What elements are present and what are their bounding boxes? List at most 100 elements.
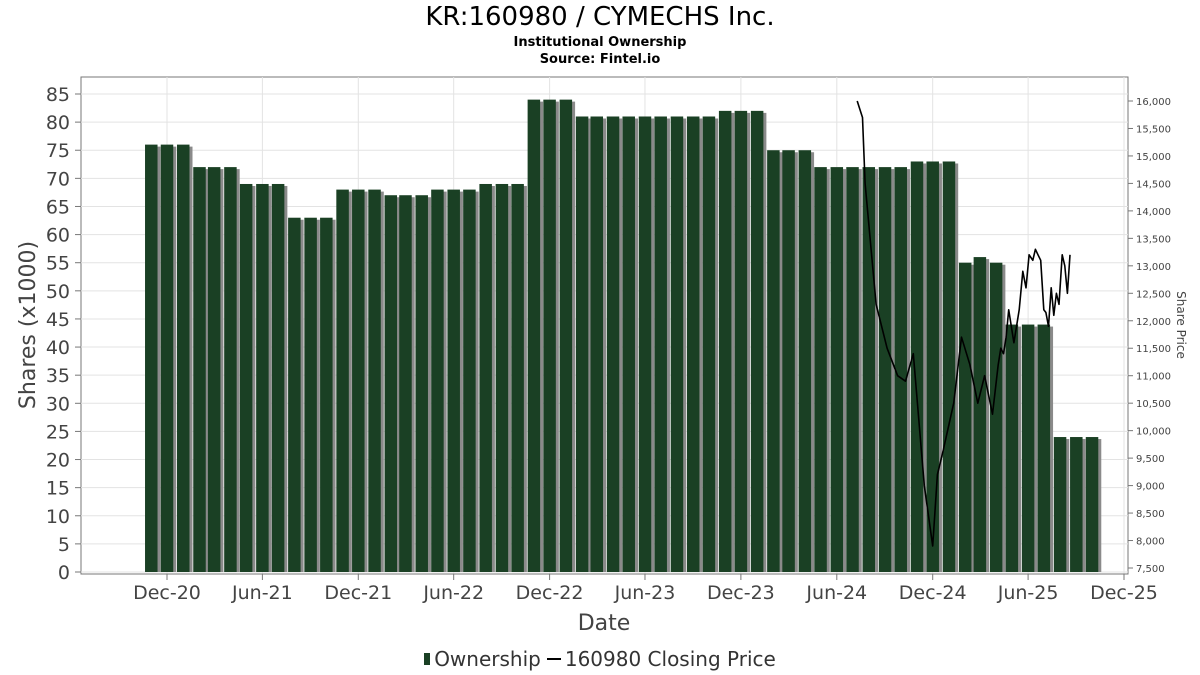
- bar: [399, 195, 412, 573]
- bar: [239, 183, 253, 572]
- x-tick-label: Jun-23: [614, 582, 676, 604]
- x-tick-label: Dec-23: [707, 582, 775, 604]
- y-tick-label: 60: [46, 225, 70, 247]
- y2-tick-label: 13,000: [1136, 262, 1171, 273]
- y2-tick-label: 8,000: [1136, 537, 1165, 548]
- bar: [256, 183, 269, 572]
- bar: [894, 167, 907, 572]
- price-line-series: [856, 100, 1071, 547]
- bar: [511, 183, 524, 572]
- bar: [368, 189, 381, 572]
- y2-tick-label: 14,000: [1136, 207, 1171, 218]
- bar: [527, 99, 541, 572]
- y2-tick-label: 16,000: [1136, 97, 1171, 108]
- y2-tick-label: 9,000: [1136, 482, 1165, 493]
- y2-tick-label: 13,500: [1136, 234, 1171, 245]
- bar: [638, 116, 652, 573]
- y2-tick-label: 8,500: [1136, 509, 1165, 520]
- y2-tick-label: 11,500: [1136, 344, 1171, 355]
- bar: [702, 116, 716, 573]
- bar: [543, 99, 556, 572]
- bar: [431, 189, 444, 572]
- bar: [559, 99, 573, 572]
- bar: [415, 195, 428, 573]
- y2-axis-label: Share Price: [1174, 291, 1188, 359]
- y2-tick-label: 10,000: [1136, 427, 1171, 438]
- x-axis-label: Date: [578, 611, 631, 636]
- bar: [718, 110, 732, 572]
- bar: [336, 189, 349, 572]
- bar: [734, 110, 748, 572]
- y-tick-label: 5: [58, 534, 70, 556]
- bar: [193, 167, 206, 572]
- y-tick-label: 0: [58, 562, 70, 584]
- bar: [878, 167, 892, 572]
- bar: [176, 144, 190, 573]
- y-tick-label: 70: [46, 168, 70, 190]
- y2-tick-label: 15,000: [1136, 152, 1171, 163]
- y-tick-label: 35: [46, 365, 70, 387]
- y-tick-label: 10: [46, 506, 70, 528]
- x-tick-label: Dec-25: [1090, 582, 1158, 604]
- legend: Ownership 160980 Closing Price: [0, 647, 1200, 671]
- bar: [447, 189, 460, 572]
- x-tick-label: Jun-22: [422, 582, 484, 604]
- y-tick-label: 25: [46, 421, 70, 443]
- y-tick-label: 30: [46, 393, 70, 415]
- bar: [750, 110, 764, 572]
- bar: [1005, 324, 1019, 572]
- y-tick-label: 80: [46, 112, 70, 134]
- bar: [798, 150, 812, 572]
- y2-tick-label: 14,500: [1136, 179, 1171, 190]
- bar: [1070, 437, 1083, 572]
- bar: [814, 167, 827, 572]
- bar: [160, 144, 174, 573]
- bar: [145, 144, 158, 573]
- x-tick-label: Dec-22: [516, 582, 584, 604]
- bar: [590, 116, 604, 573]
- y2-tick-label: 15,500: [1136, 124, 1171, 135]
- bar: [973, 257, 987, 572]
- y-axis-label: Shares (x1000): [16, 241, 41, 409]
- bar: [288, 217, 301, 572]
- y-tick-label: 15: [46, 478, 70, 500]
- y2-tick-label: 12,000: [1136, 317, 1171, 328]
- y2-tick-label: 9,500: [1136, 454, 1165, 465]
- y2-tick-label: 11,000: [1136, 372, 1171, 383]
- bar: [686, 116, 700, 573]
- legend-label-price: 160980 Closing Price: [564, 647, 776, 671]
- x-tick-label: Jun-24: [805, 582, 867, 604]
- y-tick-label: 50: [46, 281, 70, 303]
- bar: [320, 217, 333, 572]
- price-line: [856, 100, 1071, 547]
- y-tick-label: 75: [46, 140, 70, 162]
- bar: [304, 217, 317, 572]
- bar: [862, 167, 876, 572]
- bar: [207, 167, 221, 572]
- bar: [479, 183, 492, 572]
- chart-source: Source: Fintel.io: [539, 52, 661, 67]
- legend-swatch-price: [546, 658, 561, 660]
- y-tick-label: 55: [46, 253, 70, 275]
- chart-subtitle: Institutional Ownership: [513, 35, 687, 50]
- bar: [910, 161, 924, 572]
- bar: [926, 161, 939, 572]
- bar: [1021, 324, 1035, 572]
- bar: [1085, 437, 1099, 572]
- bar: [495, 183, 509, 572]
- chart-title: KR:160980 / CYMECHS Inc.: [425, 2, 775, 32]
- y2-tick-label: 7,500: [1136, 564, 1165, 575]
- bar: [271, 183, 285, 572]
- bar: [830, 167, 844, 572]
- bar: [670, 116, 684, 573]
- bar: [606, 116, 620, 573]
- bar: [767, 150, 780, 572]
- bar: [958, 262, 972, 572]
- bar: [384, 195, 398, 573]
- x-tick-label: Dec-21: [324, 582, 392, 604]
- bar: [352, 189, 365, 572]
- y-tick-label: 40: [46, 337, 70, 359]
- bar: [1053, 437, 1067, 572]
- bar: [942, 161, 956, 572]
